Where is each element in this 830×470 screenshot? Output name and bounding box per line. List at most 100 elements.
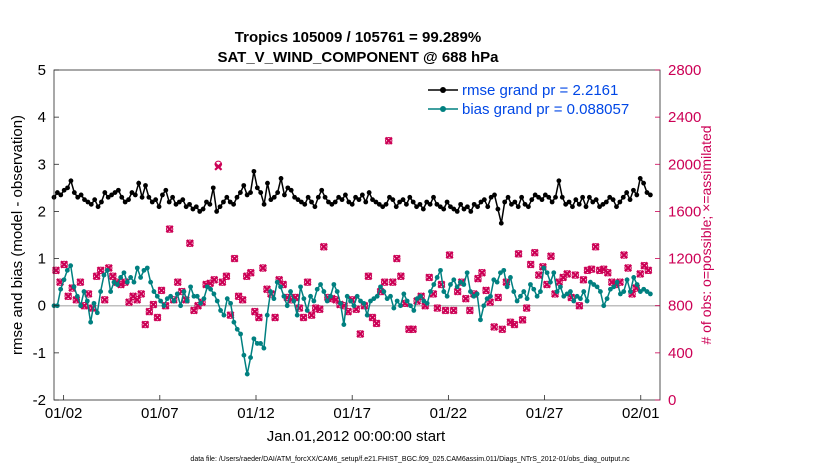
obs-x-stroke xyxy=(490,322,499,331)
rmse-point xyxy=(58,192,64,198)
obs-assimilated-point xyxy=(254,313,263,322)
legend-bias-marker xyxy=(440,106,446,112)
obs-assimilated-point xyxy=(425,273,434,282)
y-right-tick-label: 400 xyxy=(668,345,693,362)
data-file-footnote: data file: /Users/raeder/DAI/ATM_forcXX/… xyxy=(190,456,630,463)
obs-x-stroke xyxy=(473,274,482,283)
plot-area xyxy=(54,70,660,400)
bias-point xyxy=(418,293,423,299)
bias-point xyxy=(444,293,450,299)
rmse-point xyxy=(200,206,206,212)
obs-assimilated-point xyxy=(579,275,588,284)
bias-point xyxy=(68,263,74,269)
bias-point xyxy=(84,298,90,304)
bias-point xyxy=(404,298,410,304)
bias-point xyxy=(368,298,373,304)
obs-x-stroke xyxy=(137,289,146,298)
bias-point xyxy=(561,293,567,299)
rmse-point xyxy=(258,190,264,195)
bias-point xyxy=(104,267,110,273)
rmse-point xyxy=(525,204,531,210)
rmse-point xyxy=(454,209,460,214)
rmse-point xyxy=(407,194,413,200)
bias-point xyxy=(408,303,413,309)
obs-possible-point xyxy=(109,272,117,280)
rmse-point xyxy=(160,192,165,198)
bias-point xyxy=(254,341,260,346)
rmse-point xyxy=(271,194,277,200)
obs-possible-point xyxy=(449,306,458,315)
obs-x-stroke xyxy=(116,280,125,289)
obs-possible-point xyxy=(425,273,433,282)
obs-possible-point xyxy=(153,313,162,322)
bias-point xyxy=(594,284,600,290)
rmse-point xyxy=(315,194,321,200)
obs-possible-point xyxy=(157,286,166,295)
rmse-point xyxy=(641,180,647,186)
obs-x-stroke xyxy=(425,273,434,282)
obs-possible-point xyxy=(145,307,154,316)
bias-point xyxy=(314,286,320,292)
obs-x-stroke xyxy=(494,293,503,302)
rmse-point xyxy=(102,190,108,195)
rmse-point xyxy=(542,192,548,198)
bias-point xyxy=(448,282,453,287)
obs-assimilated-point xyxy=(141,320,150,329)
bias-point xyxy=(184,298,190,304)
obs-assimilated-point xyxy=(530,248,539,257)
rmse-point xyxy=(634,192,640,198)
y-tick-label: 5 xyxy=(38,62,46,79)
bias-point xyxy=(538,289,543,294)
rmse-point xyxy=(600,201,606,207)
obs-x-stroke xyxy=(108,272,117,281)
obs-possible-point xyxy=(352,305,360,313)
obs-x-stroke xyxy=(624,264,633,272)
bias-point xyxy=(311,298,317,304)
chart-subtitle: SAT_V_WIND_COMPONENT @ 688 hPa xyxy=(217,49,499,66)
obs-possible-point xyxy=(466,306,474,315)
obs-assimilated-point xyxy=(453,287,462,296)
obs-x-stroke xyxy=(380,278,389,287)
obs-x-stroke xyxy=(263,285,271,294)
rmse-point xyxy=(370,197,375,203)
rmse-point xyxy=(427,201,433,207)
obs-x-stroke xyxy=(461,294,470,303)
rmse-point xyxy=(465,204,470,210)
y-tick-label: -1 xyxy=(33,345,46,362)
rmse-point xyxy=(78,192,84,198)
obs-assimilated-point xyxy=(222,272,231,281)
obs-assimilated-point xyxy=(441,306,450,315)
rmse-point xyxy=(593,197,599,203)
bias-point xyxy=(627,289,633,294)
obs-possible-point xyxy=(579,276,588,284)
obs-assimilated-point xyxy=(575,301,584,310)
obs-x-stroke xyxy=(579,275,588,284)
obs-assimilated-point xyxy=(526,260,535,269)
obs-assimilated-point xyxy=(60,260,69,269)
rmse-point xyxy=(241,183,247,188)
obs-x-stroke xyxy=(372,319,381,328)
bias-point xyxy=(578,296,583,302)
rmse-point xyxy=(522,201,528,207)
obs-possible-point xyxy=(380,278,389,286)
bias-point xyxy=(558,284,563,290)
obs-assimilated-point xyxy=(108,272,117,281)
rmse-point xyxy=(495,206,501,212)
rmse-point xyxy=(559,194,565,200)
bias-point xyxy=(231,319,237,325)
bias-point xyxy=(308,293,313,299)
bias-point xyxy=(291,298,297,304)
bias-point xyxy=(191,293,197,299)
obs-assimilated-point xyxy=(563,269,572,278)
bias-point xyxy=(108,289,114,294)
bias-point xyxy=(494,279,500,285)
bias-point xyxy=(141,267,147,273)
obs-x-stroke xyxy=(599,265,608,274)
bias-point xyxy=(388,293,393,299)
rmse-point xyxy=(478,199,484,205)
rmse-point xyxy=(204,199,209,205)
obs-possible-point xyxy=(624,264,632,272)
obs-assimilated-point xyxy=(356,330,365,338)
obs-x-stroke xyxy=(210,275,219,284)
